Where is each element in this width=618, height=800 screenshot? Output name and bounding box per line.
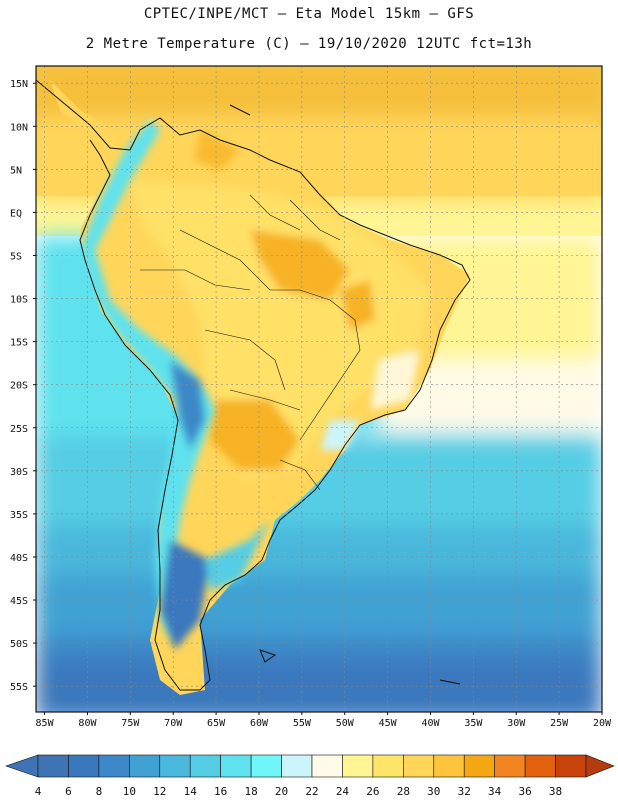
lat-tick-label: 15S <box>10 338 28 349</box>
lon-tick-label: 60W <box>250 718 269 729</box>
colorbar-label: 22 <box>305 785 318 798</box>
colorbar-label: 4 <box>35 785 42 798</box>
colorbar-label: 16 <box>214 785 227 798</box>
temperature-field <box>36 66 602 712</box>
lat-tick-label: 30S <box>10 467 28 478</box>
latitude-tick-labels: 15N 10N 5N EQ 5S 10S 15S 20S 25S 30S 35S 40S 45S 50S 5… <box>10 79 36 693</box>
colorbar: 4 6 8 10 12 14 16 18 20 22 24 26 28 30 32 34 36 38 <box>5 754 615 798</box>
lat-tick-label: 15N <box>10 79 28 90</box>
lon-tick-label: 40W <box>421 718 440 729</box>
map-frame <box>35 65 603 713</box>
colorbar-label: 26 <box>366 785 379 798</box>
lat-tick-label: 50S <box>10 639 28 650</box>
coastlines <box>36 79 471 691</box>
colorbar-segment <box>220 754 252 778</box>
lon-tick-label: 70W <box>164 718 183 729</box>
colorbar-segment <box>524 754 556 778</box>
lat-tick-label: 5S <box>10 251 22 262</box>
colorbar-label: 6 <box>65 785 72 798</box>
lon-tick-label: 25W <box>550 718 569 729</box>
lat-tick-label: 55S <box>10 682 28 693</box>
lon-tick-label: 20W <box>593 718 612 729</box>
lon-tick-label: 35W <box>464 718 483 729</box>
lon-tick-label: 50W <box>336 718 355 729</box>
colorbar-label: 24 <box>336 785 350 798</box>
colorbar-label: 38 <box>549 785 562 798</box>
colorbar-segment <box>372 754 404 778</box>
colorbar-label: 34 <box>488 785 502 798</box>
colorbar-label: 30 <box>427 785 440 798</box>
colorbar-segment <box>68 754 100 778</box>
colorbar-segment <box>403 754 435 778</box>
lat-tick-label: 20S <box>10 381 28 392</box>
colorbar-segment <box>555 754 587 778</box>
lon-tick-label: 55W <box>293 718 312 729</box>
lat-tick-label: 10S <box>10 295 28 306</box>
colorbar-label: 36 <box>518 785 531 798</box>
colorbar-label: 10 <box>123 785 136 798</box>
colorbar-segment <box>311 754 343 778</box>
colorbar-label: 8 <box>96 785 103 798</box>
colorbar-segment <box>129 754 161 778</box>
lat-tick-label: 35S <box>10 510 28 521</box>
country-borders <box>140 194 361 491</box>
lon-tick-label: 65W <box>207 718 226 729</box>
colorbar-segment <box>281 754 313 778</box>
colorbar-segment <box>494 754 526 778</box>
title-line-2: 2 Metre Temperature (C) – 19/10/2020 12U… <box>85 36 533 52</box>
graticule <box>36 66 603 712</box>
colorbar-segment <box>159 754 191 778</box>
lon-tick-label: 80W <box>78 718 97 729</box>
lat-tick-label: 40S <box>10 553 28 564</box>
colorbar-segment <box>189 754 221 778</box>
colorbar-segment <box>433 754 465 778</box>
longitude-tick-labels: 85W 80W 75W 70W 65W 60W 55W 50W 45W 40W 35W 30W 25W 2… <box>36 712 612 729</box>
lat-tick-label: 5N <box>10 165 22 176</box>
colorbar-segment <box>37 754 69 778</box>
colorbar-segment <box>342 754 374 778</box>
lat-tick-label: 45S <box>10 596 28 607</box>
title-line-1: CPTEC/INPE/MCT – Eta Model 15km – GFS <box>143 6 475 22</box>
colorbar-label: 28 <box>397 785 410 798</box>
colorbar-segment <box>98 754 130 778</box>
lat-tick-label: 25S <box>10 424 28 435</box>
colorbar-segment <box>463 754 495 778</box>
lon-tick-label: 30W <box>507 718 526 729</box>
colorbar-under-triangle <box>5 754 39 778</box>
colorbar-label: 20 <box>275 785 288 798</box>
lat-tick-label: EQ <box>10 208 22 219</box>
colorbar-segment <box>250 754 282 778</box>
lon-tick-label: 75W <box>121 718 140 729</box>
lon-tick-label: 85W <box>36 718 55 729</box>
colorbar-label: 32 <box>458 785 471 798</box>
colorbar-label: 18 <box>244 785 257 798</box>
colorbar-label: 12 <box>153 785 166 798</box>
colorbar-over-triangle <box>585 754 615 778</box>
lon-tick-label: 45W <box>379 718 398 729</box>
lat-tick-label: 10N <box>10 122 28 133</box>
colorbar-label: 14 <box>184 785 198 798</box>
